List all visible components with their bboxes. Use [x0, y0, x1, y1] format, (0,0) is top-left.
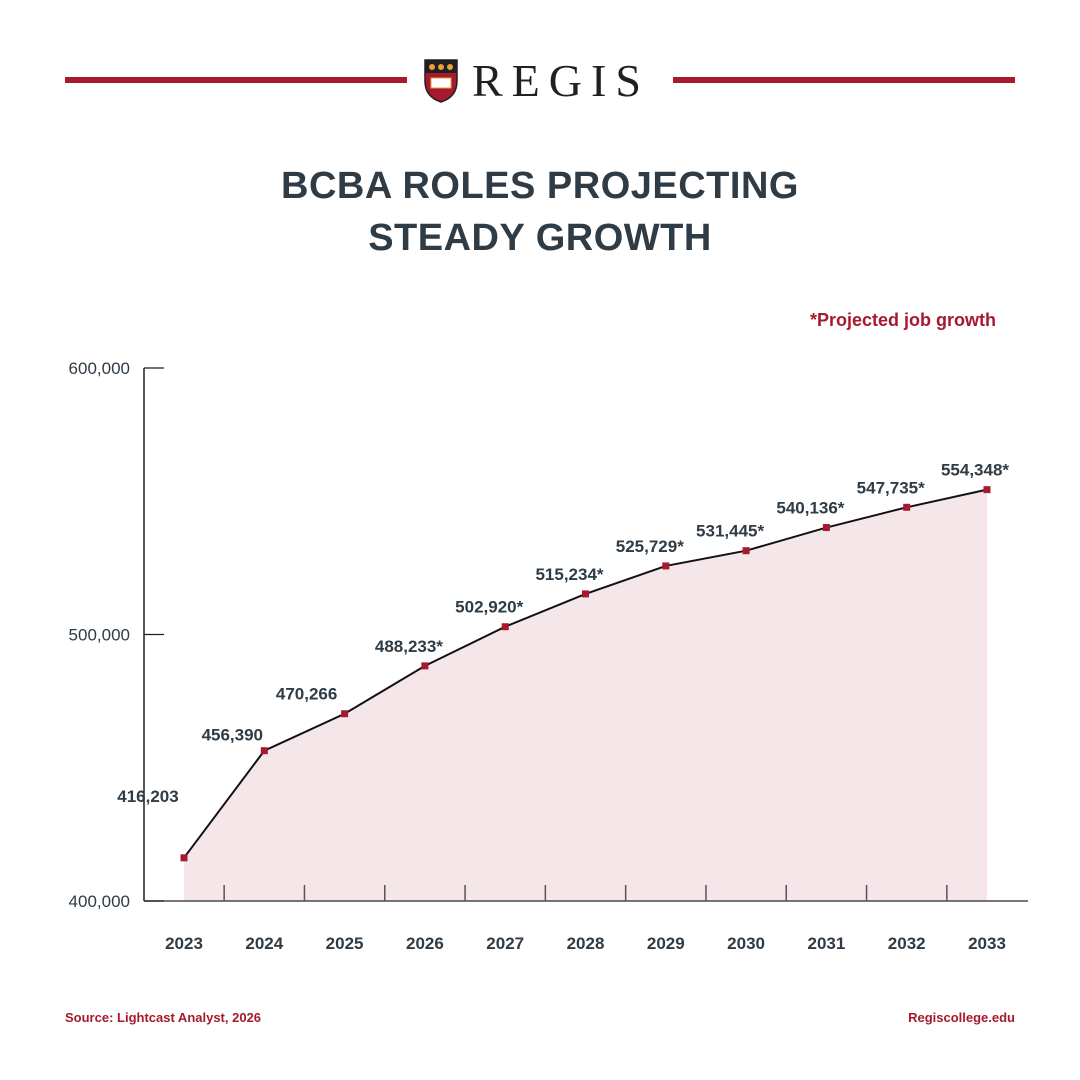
data-point [341, 710, 349, 718]
data-point [421, 662, 429, 670]
y-tick-label: 500,000 [69, 626, 130, 645]
x-tick-label: 2023 [165, 934, 203, 953]
x-tick-label: 2026 [406, 934, 444, 953]
data-point [903, 503, 911, 511]
x-tick-label: 2024 [245, 934, 283, 953]
y-tick-label: 400,000 [69, 892, 130, 911]
x-tick-label: 2032 [888, 934, 926, 953]
data-point [501, 623, 509, 631]
data-point [662, 562, 670, 570]
data-label: 525,729* [616, 537, 684, 556]
x-tick-label: 2033 [968, 934, 1006, 953]
data-label: 515,234* [535, 565, 603, 584]
data-point [822, 524, 830, 532]
data-label: 502,920* [455, 598, 523, 617]
shield-icon [424, 59, 458, 103]
data-label: 540,136* [776, 499, 844, 518]
x-tick-label: 2031 [807, 934, 845, 953]
data-point [983, 486, 991, 494]
data-point [582, 590, 589, 598]
data-label: 547,735* [857, 478, 925, 497]
title-line-2: STEADY GROWTH [368, 217, 712, 259]
data-label: 554,348* [941, 461, 1009, 480]
brand-wordmark: REGIS [472, 55, 650, 106]
data-label: 531,445* [696, 522, 764, 541]
data-label: 416,203 [117, 787, 178, 806]
projection-note: *Projected job growth [809, 310, 996, 330]
website-link[interactable]: Regiscollege.edu [908, 1010, 1015, 1025]
data-point [180, 854, 188, 862]
x-tick-label: 2028 [567, 934, 605, 953]
x-tick-label: 2025 [326, 934, 364, 953]
data-label: 470,266 [276, 685, 337, 704]
data-label: 456,390 [202, 726, 263, 745]
data-point [742, 547, 750, 555]
header-rule-left [65, 77, 407, 83]
source-text: Source: Lightcast Analyst, 2026 [65, 1010, 262, 1025]
chart-title: BCBA ROLES PROJECTING STEADY GROWTH [0, 160, 1080, 264]
header-rule-right [673, 77, 1015, 83]
regis-logo: REGIS [424, 58, 650, 104]
x-tick-label: 2027 [486, 934, 524, 953]
data-point [260, 747, 268, 755]
title-line-1: BCBA ROLES PROJECTING [281, 165, 799, 207]
x-tick-label: 2030 [727, 934, 765, 953]
x-tick-label: 2029 [647, 934, 685, 953]
y-tick-label: 600,000 [69, 359, 130, 378]
data-label: 488,233* [375, 637, 443, 656]
area-fill [184, 489, 987, 901]
